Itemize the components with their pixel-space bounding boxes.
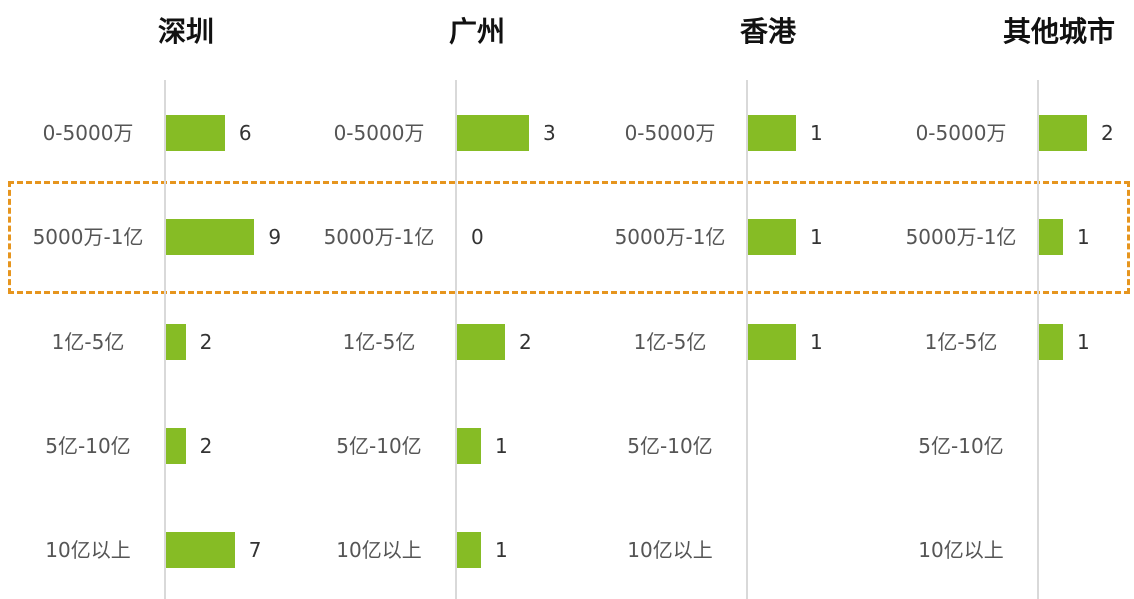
value-label: 1 <box>810 121 823 145</box>
bar <box>457 532 481 568</box>
value-label: 2 <box>199 434 213 458</box>
value-label: 1 <box>495 538 508 562</box>
category-label: 5亿-10亿 <box>45 434 131 458</box>
bar <box>166 115 225 151</box>
highlight-box <box>8 181 1130 294</box>
bar <box>166 428 186 464</box>
value-label: 1 <box>810 330 823 354</box>
value-label: 1 <box>1077 225 1090 249</box>
category-label: 0-5000万 <box>915 121 1007 145</box>
panel-title: 广州 <box>448 15 505 48</box>
bar <box>748 115 796 151</box>
bar <box>166 219 255 255</box>
value-label: 9 <box>268 225 282 249</box>
value-label: 0 <box>471 225 484 249</box>
axis-line <box>746 80 748 599</box>
category-label: 5000万-1亿 <box>323 225 435 249</box>
category-label: 10亿以上 <box>336 538 422 562</box>
category-label: 5亿-10亿 <box>627 434 713 458</box>
category-label: 5000万-1亿 <box>32 225 144 249</box>
value-label: 1 <box>810 225 823 249</box>
category-label: 10亿以上 <box>45 538 131 562</box>
value-label: 7 <box>248 538 262 562</box>
bar <box>1039 219 1063 255</box>
value-label: 3 <box>543 121 556 145</box>
category-label: 5亿-10亿 <box>336 434 422 458</box>
category-label: 1亿-5亿 <box>342 330 416 354</box>
value-label: 1 <box>1077 330 1090 354</box>
bar <box>457 115 529 151</box>
axis-line <box>455 80 457 599</box>
value-label: 2 <box>519 330 532 354</box>
category-label: 0-5000万 <box>624 121 716 145</box>
category-label: 5000万-1亿 <box>905 225 1017 249</box>
category-label: 1亿-5亿 <box>633 330 707 354</box>
axis-line <box>1037 80 1039 599</box>
category-label: 5亿-10亿 <box>918 434 1004 458</box>
value-label: 2 <box>1101 121 1114 145</box>
value-label: 1 <box>495 434 508 458</box>
bar <box>1039 115 1087 151</box>
category-label: 0-5000万 <box>333 121 425 145</box>
bar <box>457 428 481 464</box>
value-label: 2 <box>199 330 213 354</box>
bar <box>748 219 796 255</box>
bar <box>457 324 505 360</box>
category-label: 5000万-1亿 <box>614 225 726 249</box>
panel-title: 香港 <box>739 15 796 48</box>
category-label: 1亿-5亿 <box>51 330 125 354</box>
category-label: 10亿以上 <box>918 538 1004 562</box>
category-label: 1亿-5亿 <box>924 330 998 354</box>
bar <box>166 532 235 568</box>
bar <box>1039 324 1063 360</box>
panel-title: 深圳 <box>157 15 214 48</box>
bar <box>166 324 186 360</box>
panel-title: 其他城市 <box>1002 15 1115 48</box>
category-label: 10亿以上 <box>627 538 713 562</box>
value-label: 6 <box>238 121 252 145</box>
axis-line <box>164 80 166 599</box>
bar <box>748 324 796 360</box>
category-label: 0-5000万 <box>42 121 134 145</box>
